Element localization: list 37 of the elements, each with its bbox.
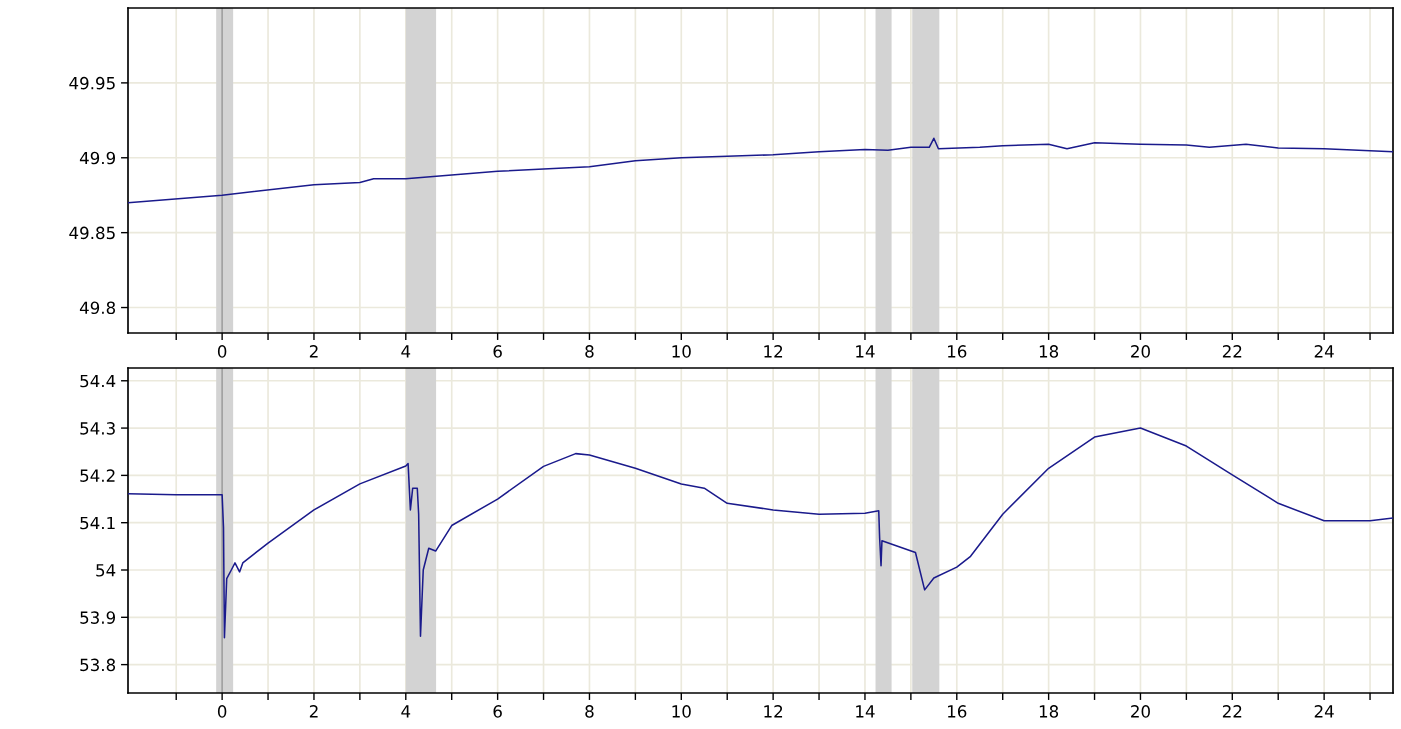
x-tick-label: 2 <box>309 705 318 718</box>
x-tick-label: 20 <box>1131 345 1150 358</box>
x-tick-label: 18 <box>1039 345 1059 358</box>
x-tick-label: 12 <box>764 705 783 718</box>
y-tick-label: 53.8 <box>80 658 116 672</box>
x-tick-label: 22 <box>1222 345 1242 358</box>
y-tick-label: 49.9 <box>79 151 116 165</box>
y-tick-label: 54.1 <box>80 516 115 530</box>
x-tick-label: 8 <box>585 705 594 718</box>
x-tick-label: 20 <box>1131 705 1150 718</box>
x-tick-label: 24 <box>1314 705 1334 718</box>
x-tick-label: 12 <box>764 345 783 358</box>
x-tick-label: 16 <box>948 345 967 358</box>
x-tick-label: 2 <box>309 345 318 358</box>
x-tick-label: 6 <box>493 705 502 718</box>
x-tick-label: 8 <box>585 345 594 358</box>
x-tick-label: 24 <box>1314 345 1334 358</box>
y-tick-label: 49.95 <box>69 76 115 90</box>
y-tick-label: 54.2 <box>80 469 115 482</box>
x-tick-label: 10 <box>672 345 691 358</box>
x-tick-label: 16 <box>948 705 967 718</box>
x-tick-label: 14 <box>856 345 875 358</box>
y-tick-label: 54 <box>96 564 116 577</box>
x-tick-label: 22 <box>1222 705 1242 718</box>
y-tick-label: 53.9 <box>80 611 116 624</box>
x-tick-label: 14 <box>856 705 875 718</box>
y-tick-label: 54.3 <box>80 422 115 435</box>
x-tick-label: 4 <box>401 705 411 718</box>
x-tick-label: 4 <box>401 345 411 358</box>
x-tick-label: 0 <box>217 705 227 718</box>
y-tick-label: 49.8 <box>79 301 116 315</box>
x-tick-label: 10 <box>672 705 691 718</box>
y-tick-label: 49.85 <box>69 226 115 240</box>
x-tick-label: 0 <box>217 345 227 358</box>
x-tick-label: 18 <box>1039 705 1059 718</box>
x-tick-label: 6 <box>493 345 502 358</box>
y-tick-label: 54.4 <box>80 374 116 388</box>
